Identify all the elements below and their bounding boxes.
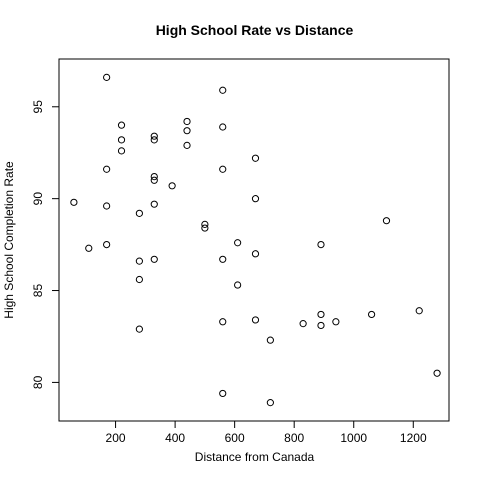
data-point: [367, 310, 376, 319]
data-points: [70, 73, 441, 407]
y-axis-label: High School Completion Rate: [2, 161, 16, 319]
data-point: [234, 239, 242, 247]
data-point: [150, 173, 158, 181]
y-tick-label: 90: [31, 192, 45, 206]
data-point: [299, 320, 307, 328]
data-point: [183, 117, 191, 126]
data-point: [219, 389, 227, 398]
data-point: [317, 240, 325, 249]
data-point: [135, 325, 143, 333]
y-tick-label: 95: [31, 100, 45, 114]
data-point: [219, 86, 227, 94]
x-tick-label: 1000: [340, 431, 367, 445]
data-point: [85, 244, 93, 252]
data-point: [168, 182, 176, 190]
data-point: [251, 250, 260, 258]
data-point: [382, 217, 391, 225]
y-tick-label: 85: [31, 284, 45, 298]
data-point: [150, 132, 158, 140]
data-point: [183, 127, 191, 135]
data-point: [266, 336, 274, 344]
data-point: [135, 257, 143, 265]
data-point: [266, 399, 274, 407]
data-point: [332, 318, 340, 326]
data-point: [433, 369, 441, 377]
data-point: [103, 202, 111, 210]
data-point: [251, 195, 260, 203]
x-axis-label: Distance from Canada: [195, 450, 315, 464]
data-point: [415, 307, 423, 315]
data-point: [219, 165, 227, 173]
x-tick-label: 600: [225, 431, 245, 445]
data-point: [317, 321, 325, 330]
data-point: [135, 209, 143, 217]
x-tick-label: 800: [284, 431, 304, 445]
x-tick-label: 200: [106, 431, 126, 445]
chart-title: High School Rate vs Distance: [156, 22, 354, 38]
data-point: [219, 318, 227, 326]
data-point: [219, 123, 227, 131]
x-tick-label: 400: [165, 431, 185, 445]
data-point: [103, 240, 111, 249]
data-point: [251, 316, 260, 324]
data-point: [150, 176, 158, 184]
y-tick-label: 80: [31, 375, 45, 389]
data-point: [70, 198, 78, 206]
data-point: [135, 275, 143, 284]
data-point: [150, 200, 158, 208]
data-point: [317, 310, 325, 319]
data-point: [201, 224, 209, 232]
data-point: [201, 220, 209, 228]
data-point: [117, 136, 126, 144]
data-point: [219, 255, 227, 263]
data-point: [103, 73, 111, 81]
y-axis: 80 85 90 95: [31, 100, 59, 389]
data-point: [150, 136, 158, 144]
data-point: [251, 154, 260, 162]
data-point: [117, 121, 126, 129]
plot-frame: [58, 58, 450, 422]
data-point: [103, 165, 111, 173]
data-point: [234, 281, 242, 289]
x-tick-label: 1200: [400, 431, 427, 445]
data-point: [150, 255, 158, 263]
data-point: [117, 147, 126, 155]
data-point: [183, 141, 191, 149]
x-axis: 200 400 600 800 1000 1200: [106, 421, 427, 445]
